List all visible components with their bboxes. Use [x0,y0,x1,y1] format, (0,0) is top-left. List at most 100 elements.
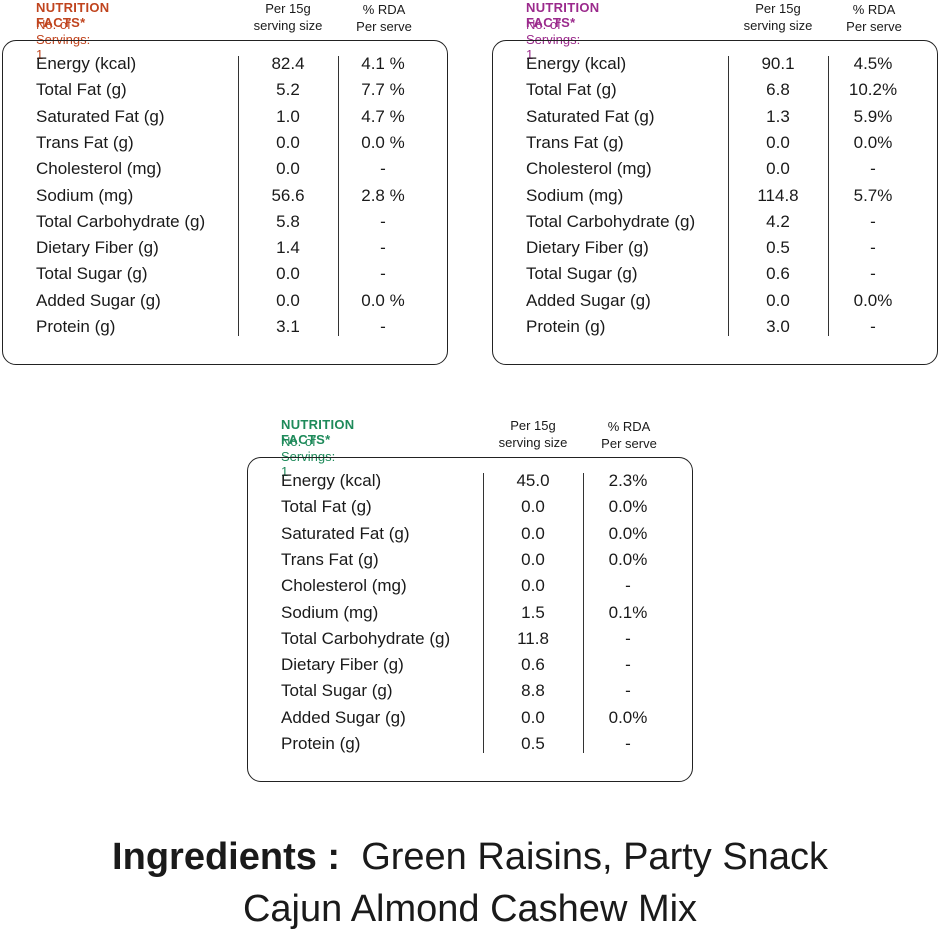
rda-value: - [380,264,386,284]
per-serving-value: 0.5 [521,734,545,753]
rda-header-line: % RDA [362,2,406,17]
per-serving-value: 0.0 [276,290,300,310]
nutrient-row: Total Fat (g) 5.2 7.7 % [2,77,448,103]
nutrient-name: Protein (g) [526,317,606,336]
nutrient-name: Total Fat (g) [526,80,617,100]
per-serving-value: 3.1 [276,317,300,336]
nutrient-name: Saturated Fat (g) [36,106,165,126]
rda-value: - [870,211,876,231]
per-serving-header: Per 15g serving size [238,0,338,34]
nutrition-table-border [2,40,448,365]
nutrient-row: Total Fat (g) 0.0 0.0% [247,494,693,520]
nutrient-row: Sodium (mg) 56.6 2.8 % [2,183,448,209]
per-serving-value: 0.0 [276,264,300,284]
nutrient-name: Dietary Fiber (g) [526,238,649,258]
per-serving-value: 1.4 [276,238,300,258]
per-serving-value: 8.8 [521,681,545,701]
per-serving-header-line: serving size [253,18,323,33]
rda-value: - [380,211,386,231]
nutrient-name: Added Sugar (g) [281,707,406,727]
nutrient-name: Trans Fat (g) [281,549,379,569]
rda-header-line: Per serve [846,19,902,34]
rda-value: - [380,238,386,258]
ingredients-text-2: Cajun Almond Cashew Mix [242,888,698,930]
rda-value: 5.9% [853,106,893,126]
rda-header: % RDA Per serve [583,418,675,452]
servings-label: No. of Servings: 1 [526,17,581,62]
nutrient-row: Trans Fat (g) 0.0 0.0 % [2,130,448,156]
rda-value: 0.0 % [361,132,405,152]
nutrient-row: Saturated Fat (g) 0.0 0.0% [247,521,693,547]
rda-value: - [625,655,631,675]
rda-value: 2.3% [608,471,648,490]
per-serving-value: 1.5 [521,602,545,622]
nutrient-name: Energy (kcal) [526,54,627,73]
per-serving-value: 0.6 [521,655,545,675]
panel-title: NUTRITION FACTS* [36,0,110,30]
nutrient-row: Total Carbohydrate (g) 11.8 - [247,626,693,652]
per-serving-value: 1.0 [276,106,300,126]
per-serving-value: 90.1 [761,54,795,73]
nutrient-row: Saturated Fat (g) 1.3 5.9% [492,104,938,130]
rda-value: - [870,317,876,336]
rda-value: - [625,734,631,753]
nutrient-row: Trans Fat (g) 0.0 0.0% [247,547,693,573]
nutrient-row: Dietary Fiber (g) 0.5 - [492,235,938,261]
nutrient-name: Protein (g) [36,317,116,336]
nutrient-row: Total Carbohydrate (g) 5.8 - [2,209,448,235]
nutrient-name: Total Fat (g) [36,80,127,100]
nutrient-row: Total Sugar (g) 0.0 - [2,261,448,287]
nutrient-name: Cholesterol (mg) [36,159,162,179]
rda-value: - [870,238,876,258]
rda-value: 0.0% [853,290,893,310]
column-divider [338,56,340,336]
nutrient-name: Added Sugar (g) [36,290,161,310]
per-serving-value: 0.0 [276,132,300,152]
rda-header-line: % RDA [852,2,896,17]
column-divider [483,473,485,753]
rda-value: 0.0% [853,132,893,152]
nutrient-name: Energy (kcal) [281,471,382,490]
rda-value: - [870,264,876,284]
per-serving-value: 0.0 [766,132,790,152]
nutrient-name: Cholesterol (mg) [281,576,407,596]
rda-value: 0.0% [608,497,648,517]
rda-value: 4.5% [853,54,893,73]
ingredients-line-2: Cajun Almond Cashew Mix [0,883,940,935]
ingredients-label: Ingredients : [112,836,341,878]
rda-value: 0.0% [608,523,648,543]
per-serving-header-line: Per 15g [265,1,311,16]
nutrient-name: Sodium (mg) [36,185,134,205]
per-serving-value: 0.6 [766,264,790,284]
rda-value: - [625,681,631,701]
column-divider [828,56,830,336]
rda-value: 4.1 % [361,54,405,73]
rda-value: - [625,576,631,596]
nutrient-name: Total Sugar (g) [36,264,148,284]
nutrient-row: Total Carbohydrate (g) 4.2 - [492,209,938,235]
nutrient-row: Energy (kcal) 82.4 4.1 % [2,51,448,77]
nutrient-row: Cholesterol (mg) 0.0 - [492,156,938,182]
nutrient-row: Added Sugar (g) 0.0 0.0 % [2,288,448,314]
per-serving-value: 6.8 [766,80,790,100]
rda-value: 0.0% [608,707,648,727]
column-divider [238,56,240,336]
per-serving-value: 0.0 [521,497,545,517]
per-serving-value: 5.2 [276,80,300,100]
nutrient-name: Total Sugar (g) [526,264,638,284]
per-serving-value: 0.0 [766,290,790,310]
nutrition-table-border [492,40,938,365]
per-serving-value: 0.0 [521,707,545,727]
per-serving-value: 5.8 [276,211,300,231]
per-serving-value: 0.0 [766,159,790,179]
ingredients-line-1: Ingredients : Green Raisins, Party Snack [0,831,940,883]
panel-title: NUTRITION FACTS* [281,417,355,447]
ingredients-text-1: Green Raisins, Party Snack [361,836,828,878]
nutrient-name: Sodium (mg) [526,185,624,205]
rda-header-line: % RDA [607,419,651,434]
nutrient-name: Total Carbohydrate (g) [36,211,206,231]
nutrient-name: Saturated Fat (g) [281,523,410,543]
per-serving-header: Per 15g serving size [728,0,828,34]
nutrient-name: Protein (g) [281,734,361,753]
per-serving-value: 3.0 [766,317,790,336]
